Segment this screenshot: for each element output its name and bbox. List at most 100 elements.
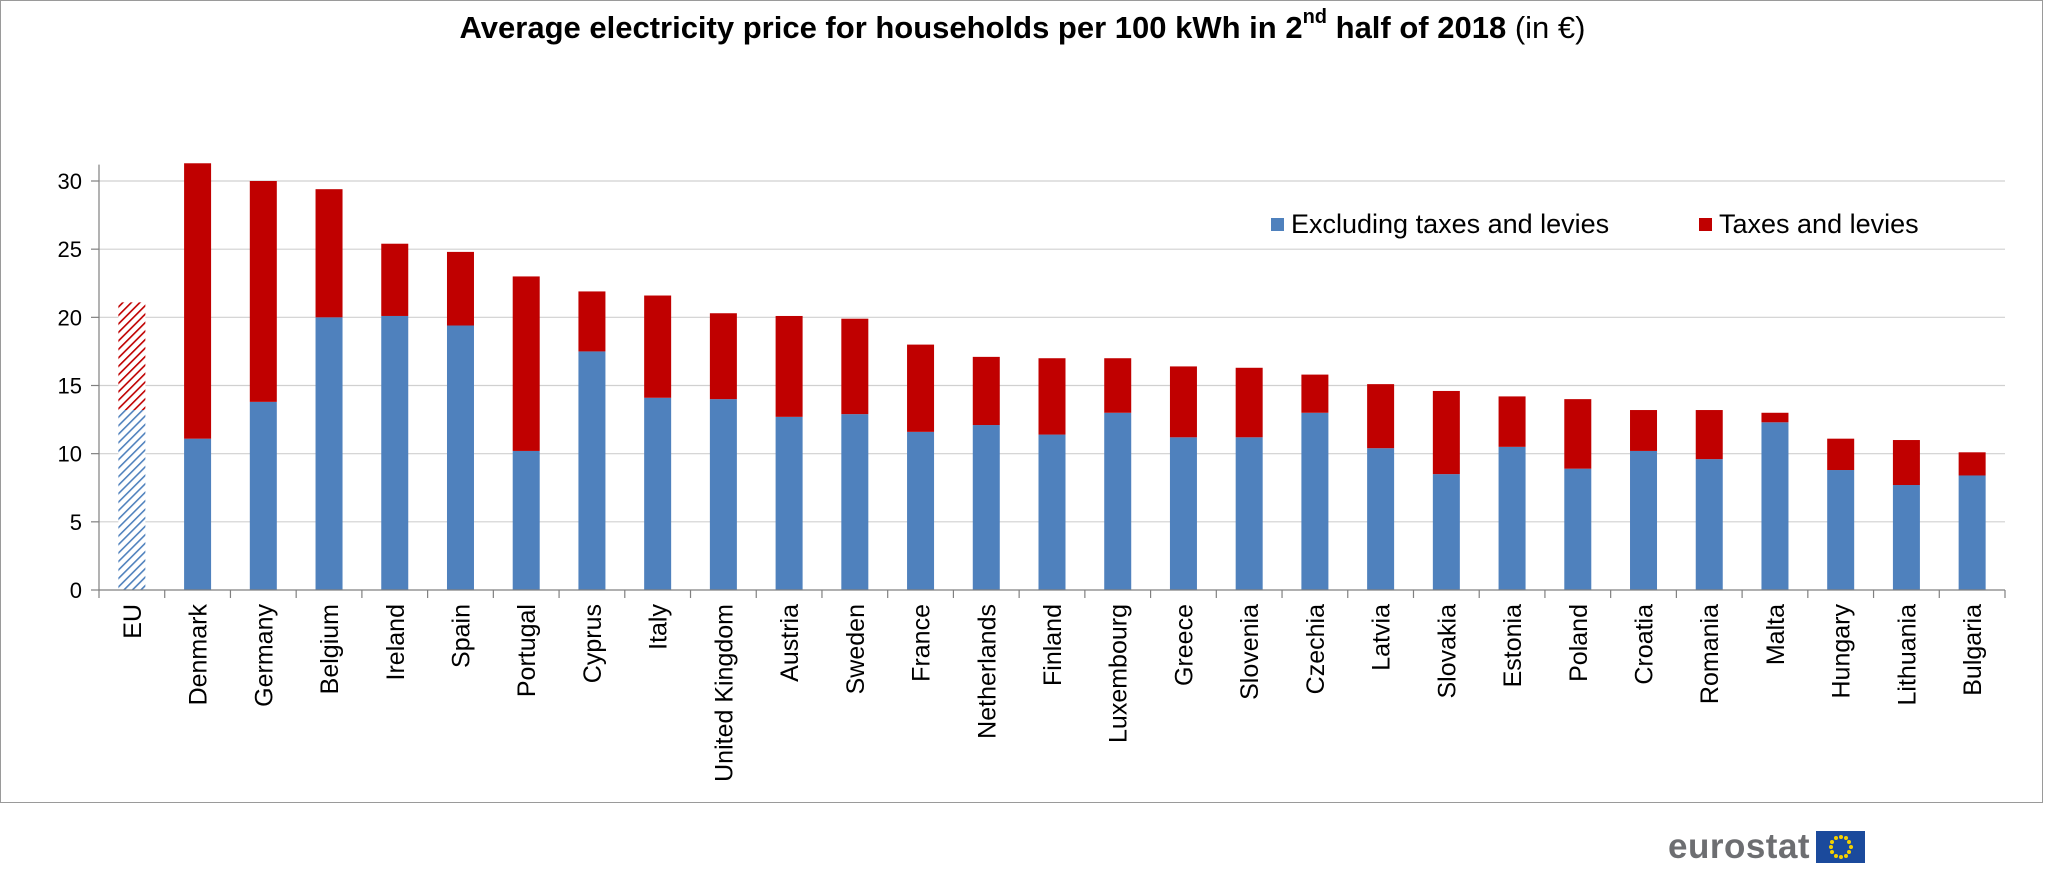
chart-title: Average electricity price for households…: [0, 6, 2045, 46]
bar-excl-taxes-united-kingdom: [709, 399, 737, 590]
bar-taxes-belgium: [315, 189, 343, 318]
chart-title-main: Average electricity price for households…: [459, 10, 1303, 45]
x-label-romania: Romania: [1696, 604, 1724, 704]
bar-taxes-germany: [249, 181, 277, 402]
bar-taxes-slovakia: [1432, 390, 1460, 475]
bar-excl-taxes-finland: [1038, 434, 1066, 590]
eu-flag-star: [1848, 845, 1853, 849]
bar-excl-taxes-belgium: [315, 317, 343, 590]
x-label-portugal: Portugal: [513, 604, 541, 697]
x-label-eu: EU: [119, 604, 147, 639]
y-tick-label-15: 15: [58, 374, 82, 399]
bar-taxes-spain: [446, 251, 474, 326]
bar-taxes-poland: [1564, 399, 1592, 469]
bar-excl-taxes-italy: [644, 397, 672, 590]
eurostat-logo-text: eurostat: [1668, 827, 1811, 866]
bar-taxes-romania: [1695, 410, 1723, 460]
x-label-lithuania: Lithuania: [1893, 604, 1921, 706]
bar-excl-taxes-lithuania: [1892, 485, 1920, 590]
bar-taxes-luxembourg: [1104, 358, 1132, 413]
bar-excl-taxes-malta: [1761, 422, 1789, 590]
x-label-malta: Malta: [1762, 604, 1790, 665]
bar-taxes-slovenia: [1235, 367, 1263, 438]
x-label-france: France: [908, 604, 936, 682]
bar-taxes-italy: [644, 295, 672, 398]
bar-taxes-finland: [1038, 358, 1066, 435]
y-tick-label-0: 0: [70, 578, 82, 603]
bar-excl-taxes-ireland: [381, 315, 409, 590]
legend-label-taxes: Taxes and levies: [1719, 209, 1919, 239]
x-label-cyprus: Cyprus: [579, 604, 607, 683]
bar-excl-taxes-hungary: [1827, 470, 1855, 590]
x-label-greece: Greece: [1170, 604, 1198, 686]
bar-taxes-greece: [1169, 366, 1197, 438]
eu-flag-star: [1829, 840, 1834, 844]
x-label-italy: Italy: [645, 604, 673, 650]
x-label-finland: Finland: [1039, 604, 1067, 686]
x-label-united-kingdom: United Kingdom: [710, 604, 738, 782]
x-label-belgium: Belgium: [316, 604, 344, 694]
chart-title-unit: (in €): [1506, 10, 1586, 45]
bar-excl-taxes-croatia: [1630, 450, 1658, 590]
y-tick-label-30: 30: [58, 169, 82, 194]
y-tick-label-5: 5: [70, 510, 82, 535]
x-label-poland: Poland: [1565, 604, 1593, 682]
x-label-sweden: Sweden: [842, 604, 870, 694]
x-label-croatia: Croatia: [1631, 604, 1659, 685]
bar-excl-taxes-latvia: [1367, 448, 1395, 590]
bar-chart: 0 5 10 15 20 25 30 EU Denmark Germany Belgium Irel…: [58, 163, 2006, 782]
bar-excl-taxes-portugal: [512, 450, 540, 590]
axes: [91, 164, 2006, 598]
bar-taxes-croatia: [1630, 410, 1658, 451]
bar-excl-taxes-austria: [775, 416, 803, 590]
bar-taxes-cyprus: [578, 291, 606, 352]
x-label-bulgaria: Bulgaria: [1959, 604, 1987, 696]
eu-flag-star: [1838, 855, 1843, 859]
bar-taxes-malta: [1761, 412, 1789, 423]
bar-taxes-lithuania: [1892, 440, 1920, 486]
y-tick-labels: 0 5 10 15 20 25 30: [58, 169, 82, 603]
bar-taxes-ireland: [381, 243, 409, 316]
x-label-latvia: Latvia: [1368, 604, 1396, 671]
x-label-germany: Germany: [250, 604, 278, 707]
bar-excl-taxes-slovakia: [1432, 474, 1460, 590]
chart-title-superscript: nd: [1302, 6, 1328, 28]
legend-label-excl-taxes: Excluding taxes and levies: [1291, 209, 1609, 239]
bar-excl-taxes-france: [907, 431, 935, 590]
bar-taxes-denmark: [184, 163, 212, 439]
chart-title-rest: half of 2018: [1327, 10, 1507, 45]
bar-excl-taxes-spain: [446, 325, 474, 590]
y-tick-label-20: 20: [58, 305, 82, 330]
x-label-ireland: Ireland: [382, 604, 410, 680]
eu-flag-star: [1838, 835, 1843, 839]
bar-taxes-austria: [775, 315, 803, 417]
eu-flag-star: [1847, 840, 1852, 844]
bar-excl-taxes-sweden: [841, 414, 869, 590]
bar-excl-taxes-romania: [1695, 459, 1723, 590]
x-label-austria: Austria: [776, 604, 804, 682]
x-label-slovakia: Slovakia: [1433, 604, 1461, 699]
eu-flag-star: [1843, 836, 1848, 841]
eu-flag-star: [1843, 853, 1848, 858]
bar-taxes-latvia: [1367, 384, 1395, 449]
x-label-denmark: Denmark: [185, 604, 213, 706]
bar-excl-taxes-luxembourg: [1104, 412, 1132, 590]
bar-taxes-netherlands: [972, 356, 1000, 426]
bar-taxes-bulgaria: [1958, 452, 1986, 476]
bar-excl-taxes-netherlands: [972, 425, 1000, 590]
bar-excl-taxes-germany: [249, 401, 277, 590]
legend-swatch-taxes: [1699, 218, 1712, 231]
bar-taxes-estonia: [1498, 396, 1526, 447]
eurostat-logo: eurostat: [1668, 825, 1866, 869]
bar-excl-taxes-estonia: [1498, 446, 1526, 590]
bar-taxes-united-kingdom: [709, 313, 737, 400]
x-label-czechia: Czechia: [1302, 604, 1330, 694]
bar-excl-taxes-bulgaria: [1958, 475, 1986, 590]
eu-flag-icon: [1816, 831, 1866, 863]
x-label-netherlands: Netherlands: [973, 604, 1001, 739]
y-tick-label-10: 10: [58, 442, 82, 467]
x-label-spain: Spain: [447, 604, 475, 668]
bar-taxes-czechia: [1301, 374, 1329, 413]
bar-excl-taxes-eu: [118, 410, 146, 590]
bar-excl-taxes-czechia: [1301, 412, 1329, 590]
